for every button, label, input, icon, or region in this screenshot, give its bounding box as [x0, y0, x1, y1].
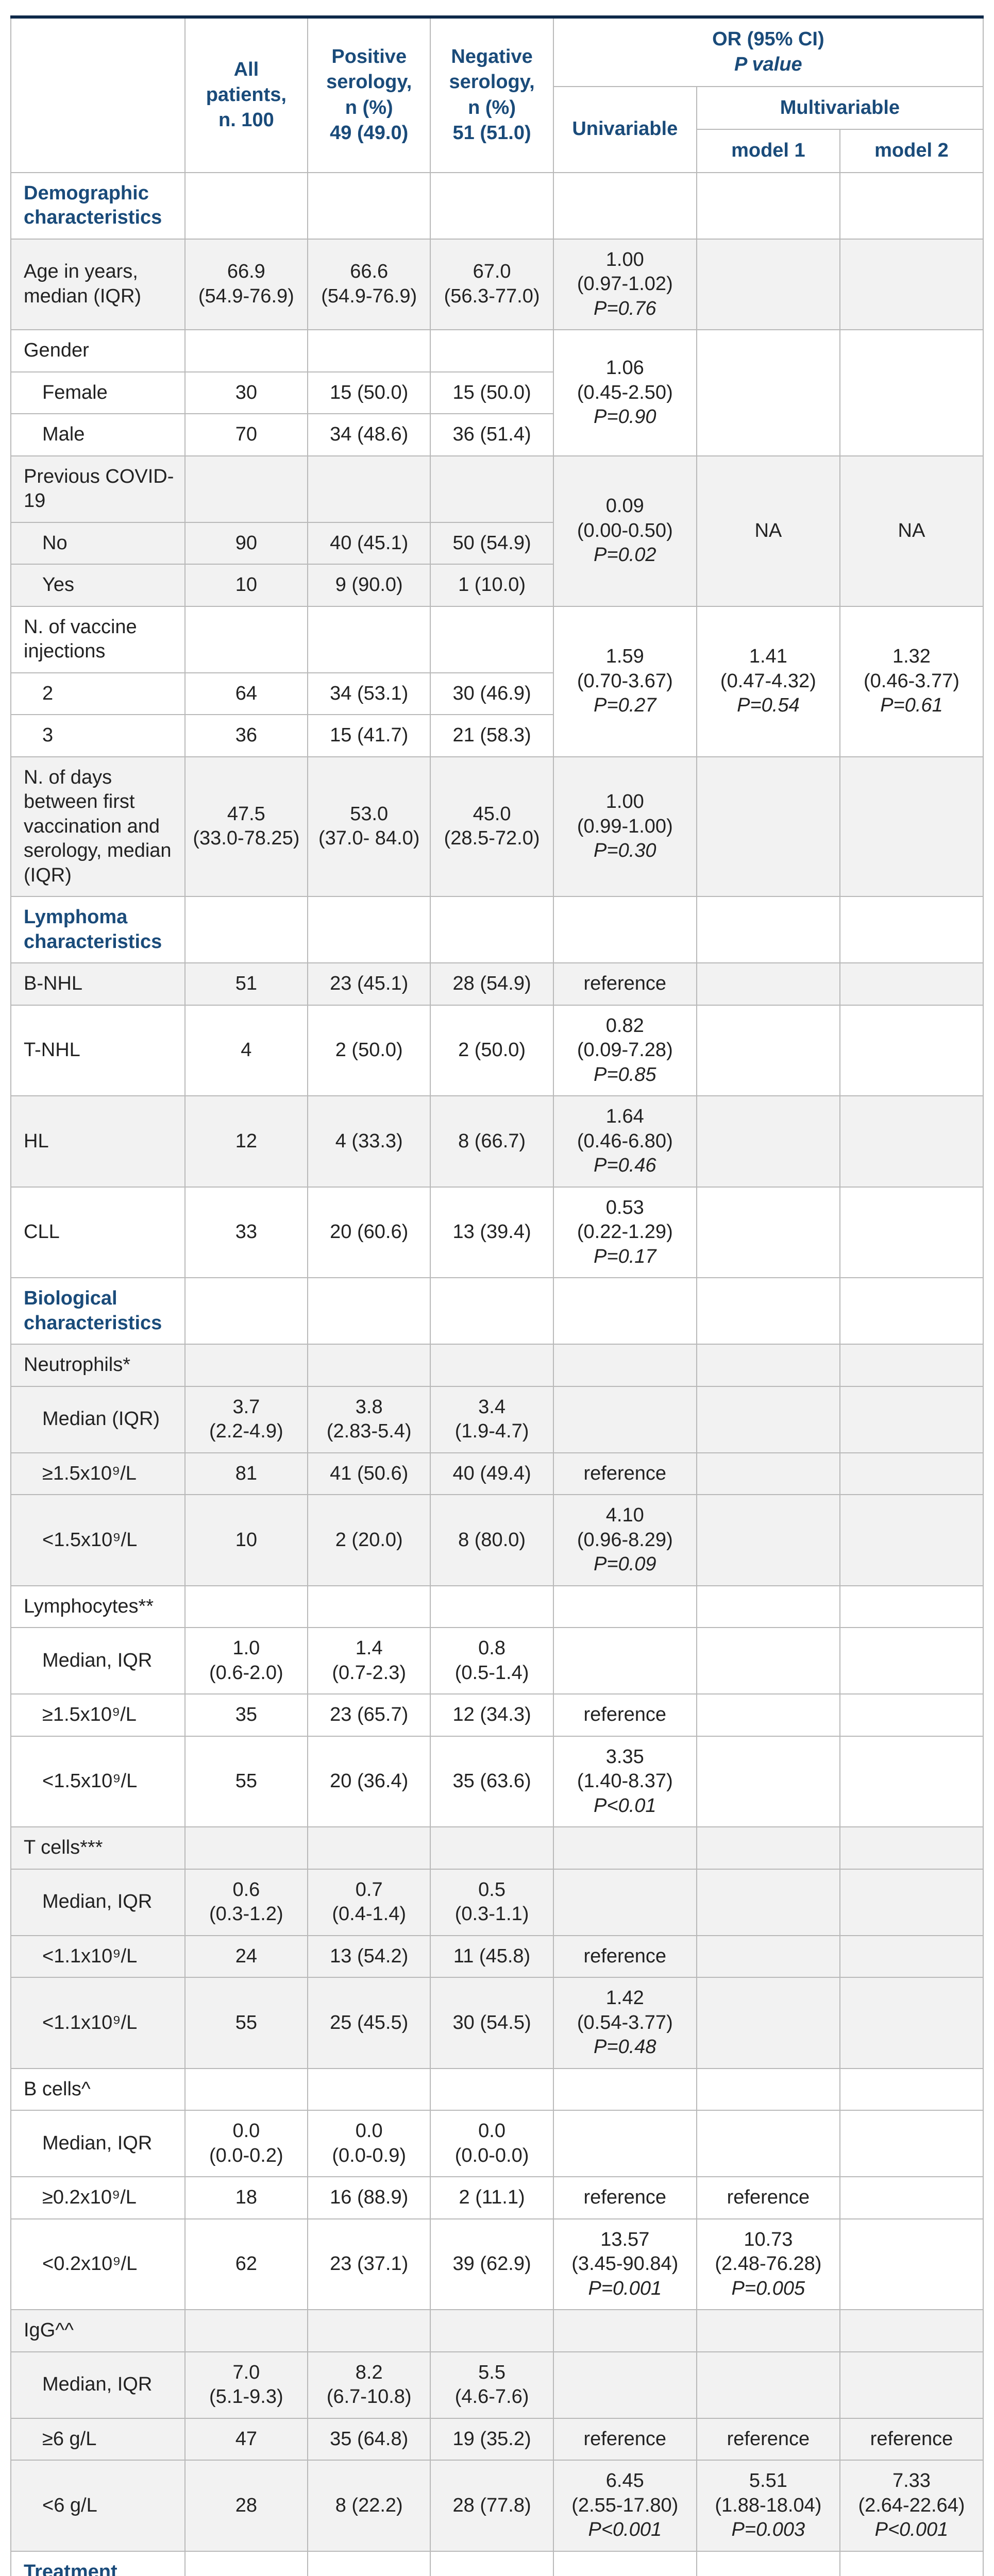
row-lymphocytes-median: Median, IQR 1.0(0.6-2.0)1.4(0.7-2.3)0.8(… — [11, 1628, 983, 1694]
row-bcells: B cells^ — [11, 2069, 983, 2111]
hdr-or-group: OR (95% CI)P value — [553, 17, 983, 87]
row-neutrophils-lt: <1.5x10⁹/L 102 (20.0)8 (80.0) 4.10(0.96-… — [11, 1495, 983, 1586]
row-tcells: T cells*** — [11, 1827, 983, 1869]
row-neutrophils-median: Median (IQR) 3.7(2.2-4.9)3.8(2.83-5.4)3.… — [11, 1386, 983, 1453]
hdr-model1: model 1 — [697, 129, 840, 172]
hdr-neg: Negativeserology,n (%)51 (51.0) — [430, 17, 553, 173]
row-igg-median: Median, IQR 7.0(5.1-9.3)8.2(6.7-10.8)5.5… — [11, 2352, 983, 2418]
row-lymphocytes-ge: ≥1.5x10⁹/L 3523 (65.7)12 (34.3) referenc… — [11, 1694, 983, 1736]
hdr-univariable: Univariable — [553, 87, 697, 173]
hdr-multi-group: Multivariable — [697, 87, 983, 129]
row-lymphocytes-lt: <1.5x10⁹/L 5520 (36.4)35 (63.6) 3.35(1.4… — [11, 1736, 983, 1827]
row-bcells-ge: ≥0.2x10⁹/L 1816 (88.9)2 (11.1) reference… — [11, 2177, 983, 2219]
table-header: All patients,n. 100 Positiveserology,n (… — [11, 17, 983, 173]
row-prevcovid: Previous COVID-19 0.09(0.00-0.50)P=0.02 … — [11, 456, 983, 522]
row-bcells-median: Median, IQR 0.0(0.0-0.2)0.0(0.0-0.9)0.0(… — [11, 2110, 983, 2177]
row-cll: CLL 3320 (60.6)13 (39.4) 0.53(0.22-1.29)… — [11, 1187, 983, 1278]
row-tnhl: T-NHL 42 (50.0)2 (50.0) 0.82(0.09-7.28)P… — [11, 1005, 983, 1096]
row-lymphocytes: Lymphocytes** — [11, 1586, 983, 1628]
row-tcells-ge: <1.1x10⁹/L 2413 (54.2)11 (45.8) referenc… — [11, 1936, 983, 1978]
row-gender: Gender 1.06(0.45-2.50)P=0.90 — [11, 330, 983, 372]
hdr-all: All patients,n. 100 — [185, 17, 308, 173]
row-hl: HL 124 (33.3)8 (66.7) 1.64(0.46-6.80)P=0… — [11, 1096, 983, 1187]
row-neutrophils-ge: ≥1.5x10⁹/L 8141 (50.6)40 (49.4) referenc… — [11, 1453, 983, 1495]
row-neutrophils: Neutrophils* — [11, 1344, 983, 1386]
row-bcells-lt: <0.2x10⁹/L 6223 (37.1)39 (62.9) 13.57(3.… — [11, 2219, 983, 2310]
row-igg-lt: <6 g/L 288 (22.2)28 (77.8) 6.45(2.55-17.… — [11, 2460, 983, 2551]
row-age: Age in years, median (IQR) 66.9(54.9-76.… — [11, 239, 983, 330]
sec-treatment: Treatment history within preceding 1 yea… — [11, 2551, 983, 2576]
row-igg: IgG^^ — [11, 2310, 983, 2352]
row-days: N. of days between first vaccination and… — [11, 757, 983, 897]
row-tcells-lt: <1.1x10⁹/L 5525 (45.5)30 (54.5) 1.42(0.5… — [11, 1977, 983, 2069]
hdr-pos: Positiveserology,n (%)49 (49.0) — [308, 17, 430, 173]
hdr-model2: model 2 — [840, 129, 983, 172]
sec-biological: Biological characteristics — [11, 1278, 983, 1344]
row-bnhl: B-NHL 5123 (45.1)28 (54.9) reference — [11, 963, 983, 1005]
hdr-blank — [11, 17, 185, 173]
row-ninj: N. of vaccine injections 1.59(0.70-3.67)… — [11, 606, 983, 673]
sec-lymphoma: Lymphoma characteristics — [11, 896, 983, 963]
row-igg-ge: ≥6 g/L 4735 (64.8)19 (35.2) referenceref… — [11, 2418, 983, 2461]
sec-demographic: Demographic characteristics — [11, 173, 983, 239]
main-table: All patients,n. 100 Positiveserology,n (… — [10, 15, 984, 2576]
row-tcells-median: Median, IQR 0.6(0.3-1.2)0.7(0.4-1.4)0.5(… — [11, 1869, 983, 1936]
